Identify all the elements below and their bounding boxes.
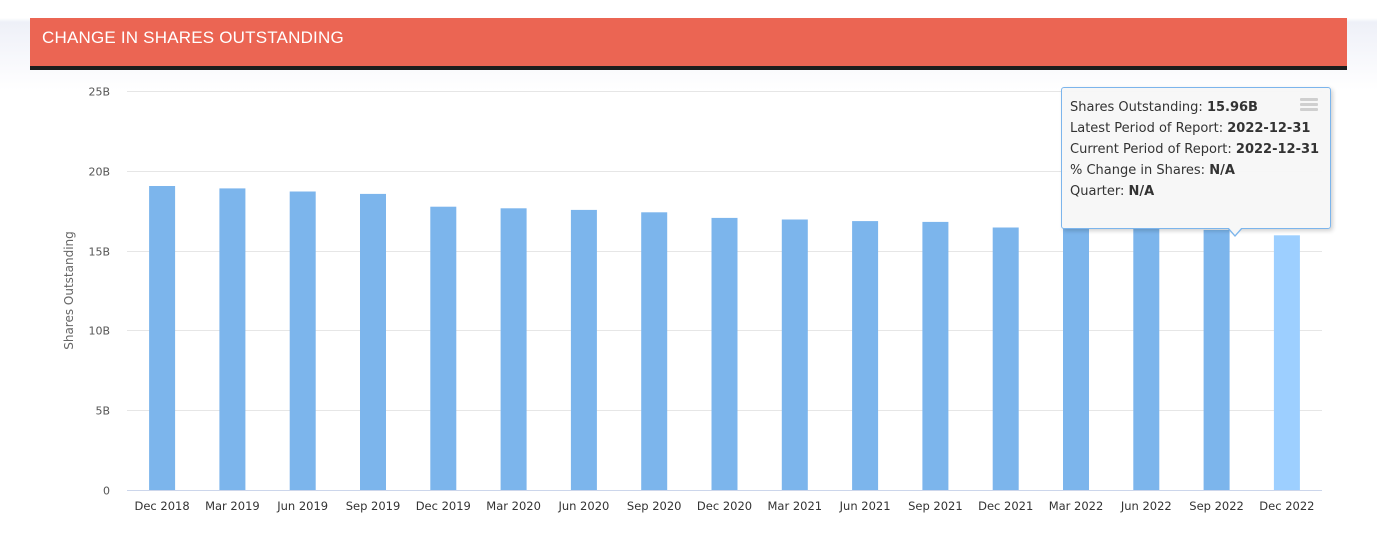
y-axis-title: Shares Outstanding	[62, 231, 76, 350]
y-tick-label: 10B	[88, 325, 110, 338]
x-tick-label: Mar 2021	[767, 499, 822, 513]
tooltip-row-percent-change: % Change in Shares: N/A	[1070, 163, 1235, 178]
bar	[641, 212, 668, 491]
bar	[430, 206, 457, 490]
x-tick-label: Sep 2019	[346, 499, 401, 513]
y-tick-label: 15B	[88, 246, 110, 259]
x-tick-label: Sep 2022	[1189, 499, 1244, 513]
bar	[992, 227, 1019, 490]
x-tick-label: Jun 2021	[839, 499, 891, 513]
hamburger-menu-icon[interactable]	[1300, 98, 1318, 112]
x-tick-label: Dec 2020	[697, 499, 752, 513]
y-tick-label: 20B	[88, 166, 110, 179]
x-tick-label: Mar 2019	[205, 499, 260, 513]
bar	[852, 221, 879, 490]
x-tick-label: Dec 2022	[1259, 499, 1314, 513]
bar	[500, 208, 527, 491]
bar	[922, 221, 949, 490]
x-tick-label: Dec 2019	[416, 499, 471, 513]
x-tick-label: Sep 2020	[627, 499, 682, 513]
x-tick-label: Mar 2020	[486, 499, 541, 513]
bar	[1203, 229, 1230, 490]
tooltip-pointer-fill	[1228, 227, 1242, 235]
bar	[711, 217, 738, 490]
x-tick-label: Sep 2021	[908, 499, 963, 513]
bar	[1133, 228, 1160, 491]
bar	[219, 188, 246, 490]
bar	[149, 186, 176, 490]
y-tick-label: 5B	[95, 405, 110, 418]
bar	[781, 219, 808, 490]
bar	[1273, 235, 1300, 490]
section-title: CHANGE IN SHARES OUTSTANDING	[42, 28, 344, 47]
x-tick-label: Dec 2018	[135, 499, 190, 513]
chart-tooltip: Shares Outstanding: 15.96B Latest Period…	[1061, 87, 1331, 229]
bar	[360, 193, 386, 490]
tooltip-row-latest-period: Latest Period of Report: 2022-12-31	[1070, 121, 1311, 136]
section-header: CHANGE IN SHARES OUTSTANDING	[30, 18, 1347, 70]
x-tick-label: Jun 2020	[557, 499, 609, 513]
tooltip-row-current-period: Current Period of Report: 2022-12-31	[1070, 142, 1320, 157]
x-tick-label: Mar 2022	[1049, 499, 1104, 513]
x-tick-label: Jun 2022	[1120, 499, 1172, 513]
bar	[1063, 228, 1089, 491]
y-tick-label: 0	[103, 485, 110, 498]
bar	[570, 209, 597, 490]
tooltip-row-shares: Shares Outstanding: 15.96B	[1070, 100, 1258, 115]
tooltip-row-quarter: Quarter: N/A	[1070, 184, 1155, 199]
x-tick-label: Dec 2021	[978, 499, 1033, 513]
bar	[289, 191, 316, 490]
y-tick-label: 25B	[88, 86, 110, 99]
x-tick-label: Jun 2019	[276, 499, 328, 513]
